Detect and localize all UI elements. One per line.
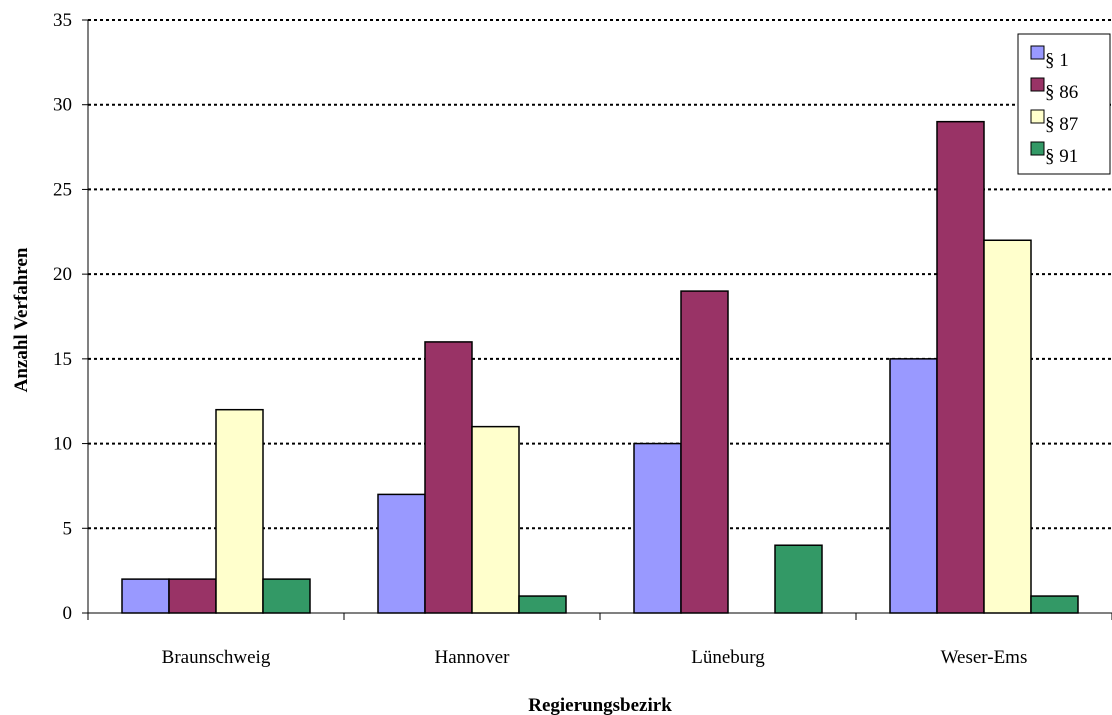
x-tick-labels: Braunschweig Hannover Lüneburg Weser-Ems <box>87 613 1112 668</box>
bar <box>215 408 264 614</box>
y-tick-label: 10 <box>53 434 72 455</box>
legend-swatch <box>1030 77 1045 92</box>
y-tick-labels: 0 5 10 15 20 25 30 35 <box>53 10 88 624</box>
legend-swatch <box>1030 109 1045 124</box>
bar <box>377 493 426 614</box>
x-tick-label: Hannover <box>435 647 511 668</box>
x-axis-title: Regierungsbezirk <box>528 695 672 715</box>
legend-label: § 1 <box>1045 50 1069 71</box>
y-tick-label: 35 <box>53 10 72 31</box>
legend-swatch <box>1030 141 1045 156</box>
bar <box>983 239 1032 614</box>
bars <box>121 120 1079 614</box>
legend-swatch <box>1030 45 1045 60</box>
y-tick-label: 5 <box>63 518 73 539</box>
y-tick-label: 20 <box>53 264 72 285</box>
x-tick-label: Weser-Ems <box>941 647 1028 668</box>
legend: § 1 § 86 § 87 § 91 <box>1017 33 1111 175</box>
legend-label: § 91 <box>1045 146 1078 167</box>
legend-label: § 87 <box>1045 114 1078 135</box>
y-tick-label: 30 <box>53 95 72 116</box>
bar <box>262 578 311 614</box>
y-tick-label: 15 <box>53 349 72 370</box>
x-tick-label: Braunschweig <box>162 647 271 668</box>
bar <box>936 120 985 614</box>
bar <box>424 341 473 614</box>
bar <box>633 442 682 614</box>
bar <box>121 578 170 614</box>
y-tick-label: 25 <box>53 179 72 200</box>
bar <box>518 595 567 614</box>
y-tick-label: 0 <box>63 603 73 624</box>
legend-label: § 86 <box>1045 82 1078 103</box>
bar <box>774 544 823 614</box>
x-tick-label: Lüneburg <box>691 647 765 668</box>
bar <box>168 578 217 614</box>
bar <box>889 358 938 614</box>
bar <box>680 290 729 614</box>
bar <box>471 425 520 614</box>
y-axis-title: Anzahl Verfahren <box>11 247 32 392</box>
bar <box>1030 595 1079 614</box>
